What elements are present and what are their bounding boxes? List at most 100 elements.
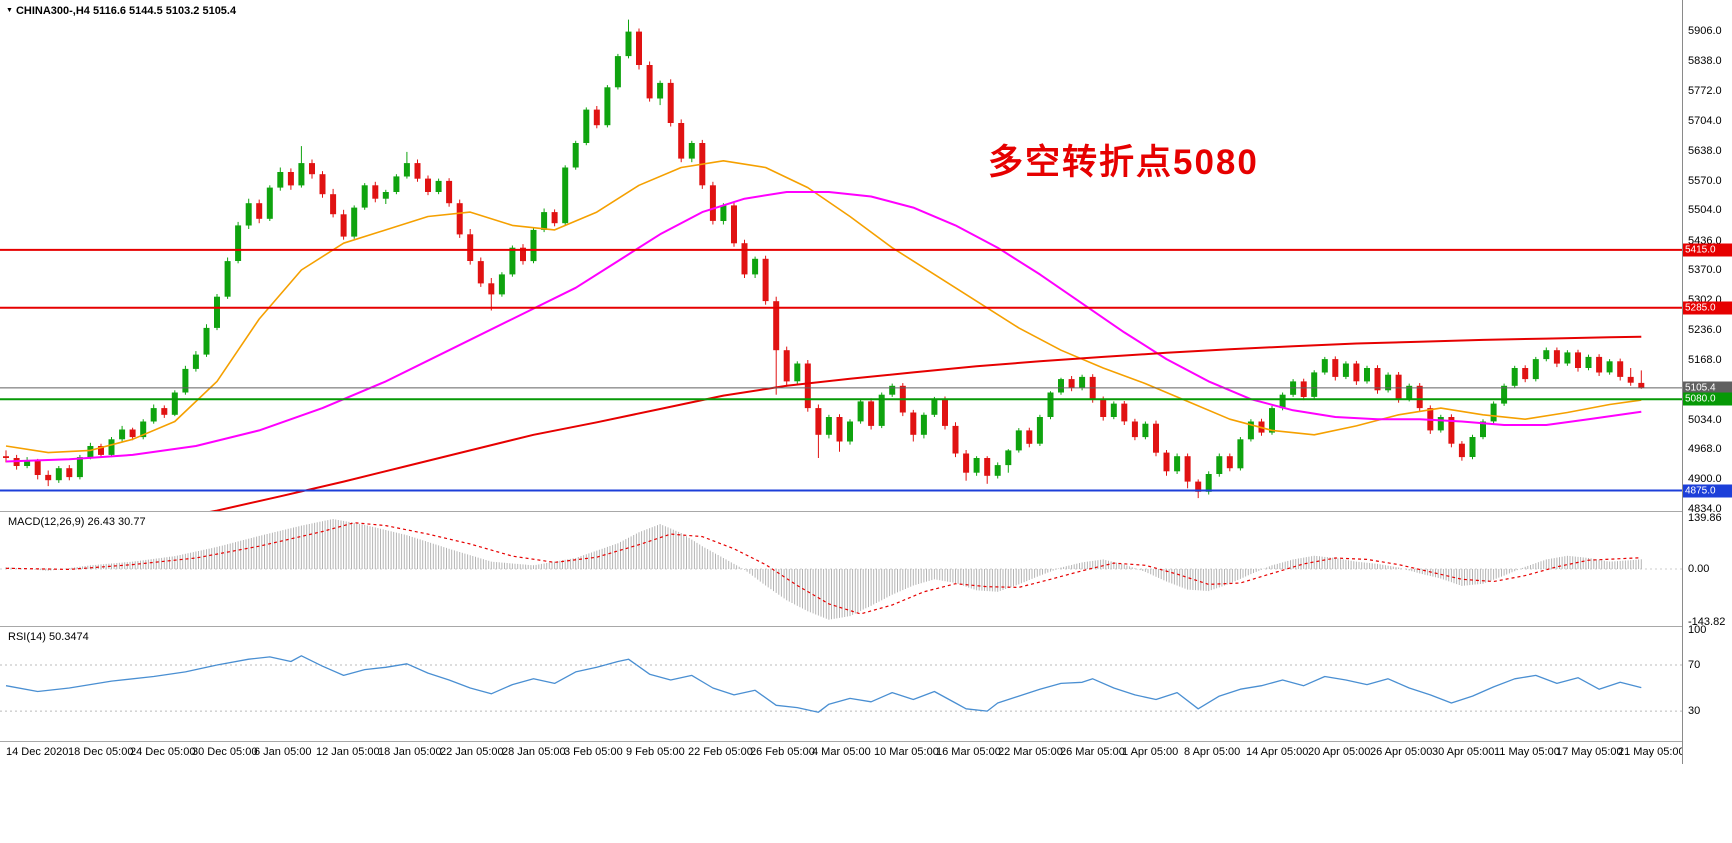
price-level-badge: 5080.0 (1683, 392, 1732, 406)
candle-body (1121, 403, 1128, 422)
candle-body (498, 274, 505, 295)
candle-body (76, 457, 83, 478)
time-axis-label: 21 May 05:00 (1618, 746, 1685, 758)
candle-body (1279, 394, 1286, 409)
candle-body (1311, 372, 1318, 397)
rsi-panel-canvas[interactable] (0, 627, 1682, 741)
candle-body (203, 327, 210, 355)
candle-body (393, 176, 400, 192)
symbol-ohlc-text: CHINA300-,H4 5116.6 5144.5 5103.2 5105.4 (15, 5, 237, 17)
candle-body (277, 172, 284, 188)
candle-body (1153, 423, 1159, 453)
candle-body (1247, 421, 1254, 440)
candle-body (1226, 456, 1233, 469)
candle-body (783, 350, 790, 382)
candle-body (24, 460, 31, 466)
candle-body (847, 421, 853, 442)
candle-body (773, 301, 780, 351)
symbol-info: ▼ CHINA300-,H4 5116.6 5144.5 5103.2 5105.… (6, 5, 236, 17)
candle-body (1532, 359, 1539, 380)
candle-body (1490, 403, 1497, 422)
candle-body (593, 109, 600, 126)
candle-body (403, 163, 410, 177)
annotation-text: 多空转折点5080 (988, 143, 1259, 182)
panel-separator[interactable] (0, 511, 1732, 512)
candle-body (1480, 421, 1486, 438)
macd-indicator-label: MACD(12,26,9) 26.43 30.77 (8, 516, 146, 528)
candle-body (1174, 456, 1181, 472)
macd-histogram-plot (0, 519, 1682, 620)
candle-body (192, 354, 199, 369)
candle-body (572, 143, 579, 168)
time-axis-label: 14 Dec 2020 (6, 746, 69, 758)
candle-body (1068, 379, 1075, 388)
time-axis-label: 28 Jan 05:00 (502, 746, 566, 758)
candle-body (245, 203, 252, 226)
candle-body (520, 247, 526, 262)
candle-body (351, 207, 358, 237)
candle-body (1058, 379, 1064, 393)
candle-body (646, 65, 653, 99)
candle-body (1564, 352, 1571, 364)
candle-body (446, 180, 453, 204)
ma-fast-orange[interactable] (5, 160, 1642, 454)
candle-body (688, 143, 695, 159)
candle-body (340, 214, 347, 237)
price-axis[interactable]: 5906.0 5838.0 5772.0 5704.0 5638.0 5570.0 5504… (1682, 0, 1732, 764)
panel-separator[interactable] (0, 626, 1732, 627)
ma-medium-magenta[interactable] (5, 191, 1642, 463)
candle-body (1374, 368, 1381, 391)
macd-tick-label: -143.82 (1688, 615, 1726, 628)
candle-body (256, 203, 263, 219)
candle-body (1522, 368, 1529, 380)
price-tick-label: 5504.0 (1688, 204, 1722, 217)
candle-body (1005, 450, 1012, 466)
candle-body (330, 194, 337, 215)
ma-slow-red[interactable] (175, 335, 1642, 511)
time-axis[interactable]: 14 Dec 2020 18 Dec 05:00 24 Dec 05:00 30 De… (0, 742, 1685, 764)
candle-body (98, 446, 104, 455)
candle-body (1015, 430, 1022, 451)
rsi-line (5, 655, 1642, 713)
candle-body (1216, 456, 1223, 474)
candle-body (266, 187, 273, 219)
rsi-line-plot (0, 655, 1682, 713)
candle-body (709, 185, 716, 221)
macd-panel-canvas[interactable] (0, 512, 1682, 626)
price-level-badge: 5415.0 (1683, 243, 1732, 257)
panel-separator[interactable] (0, 741, 1732, 742)
price-chart-canvas[interactable] (0, 0, 1682, 511)
candle-body (878, 394, 885, 426)
candle-body (1585, 356, 1592, 368)
price-tick-label: 4900.0 (1688, 473, 1722, 486)
candle-body (1079, 376, 1086, 388)
candle-body (224, 261, 231, 297)
price-level-badge: 4875.0 (1683, 484, 1732, 497)
candle-body (488, 283, 495, 295)
candle-body (319, 174, 326, 195)
candle-body (868, 401, 875, 426)
candle-body (952, 425, 959, 454)
time-axis-label: 26 Feb 05:00 (750, 746, 815, 758)
candle-body (1501, 385, 1508, 404)
candle-body (66, 468, 73, 478)
candle-body (34, 460, 41, 475)
candle-body (1342, 363, 1349, 377)
candle-body (235, 225, 242, 261)
time-axis-label: 11 May 05:00 (1494, 746, 1560, 758)
candle-body (1321, 359, 1328, 373)
candle-body (942, 399, 948, 426)
time-axis-label: 14 Apr 05:00 (1246, 746, 1309, 758)
candle-body (1026, 430, 1033, 444)
candle-body (372, 185, 379, 199)
time-axis-label: 24 Dec 05:00 (130, 746, 196, 758)
time-axis-label: 30 Apr 05:00 (1432, 746, 1495, 758)
candle-body (678, 123, 685, 159)
candle-body (984, 458, 991, 476)
chart-dropdown-icon[interactable]: ▼ (6, 7, 13, 14)
candle-body (889, 385, 896, 395)
price-tick-label: 5236.0 (1688, 323, 1722, 336)
time-axis-label: 30 Dec 05:00 (192, 746, 258, 758)
candle-body (1469, 437, 1476, 457)
time-axis-label: 10 Mar 05:00 (874, 746, 939, 758)
